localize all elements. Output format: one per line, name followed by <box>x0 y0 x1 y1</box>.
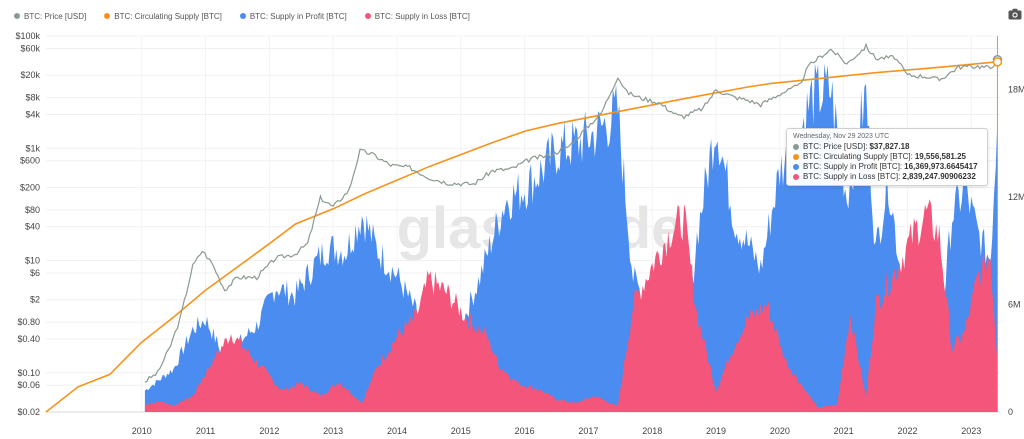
tooltip-row-supply: BTC: Circulating Supply [BTC]: 19,556,581… <box>793 152 981 162</box>
right-axis: 18M 12M 6M 0 <box>1008 85 1024 417</box>
left-tick-20k: $20k <box>20 70 40 80</box>
x-tick-2018: 2018 <box>642 426 662 436</box>
x-axis: 2010 2011 2012 2013 2014 2015 2016 2017 2018 2019… <box>132 426 982 436</box>
left-tick-0-02: $0.02 <box>17 407 40 417</box>
tooltip-dot-price <box>793 144 799 150</box>
supply-in-loss-area <box>144 199 998 412</box>
right-tick-18m: 18M <box>1008 85 1024 95</box>
legend-dot-profit <box>239 13 246 19</box>
line-series-group <box>45 42 998 413</box>
left-tick-60k: $60k <box>20 43 40 53</box>
legend-dot-loss <box>364 13 371 19</box>
left-tick-80: $80 <box>25 205 40 215</box>
tooltip-value-price: $37,827.18 <box>869 142 910 151</box>
x-tick-2012: 2012 <box>259 426 279 436</box>
tooltip-label-supply: BTC: Circulating Supply [BTC]: <box>803 152 913 161</box>
left-tick-10: $10 <box>25 256 40 266</box>
legend-label-price: BTC: Price [USD] <box>24 11 87 21</box>
tooltip-value-profit: 16,369,973.6645417 <box>904 162 978 171</box>
tooltip-label-profit: BTC: Supply in Profit [BTC]: <box>803 162 903 171</box>
hover-cursor <box>992 36 1003 412</box>
x-tick-2021: 2021 <box>834 426 854 436</box>
tooltip-date: Wednesday, Nov 29 2023 UTC <box>793 133 890 140</box>
left-tick-2: $2 <box>30 295 40 305</box>
legend-label-supply: BTC: Circulating Supply [BTC] <box>114 11 222 21</box>
cursor-point-supply <box>992 57 1003 67</box>
legend-item-price[interactable]: BTC: Price [USD] <box>14 12 86 21</box>
left-tick-1k: $1k <box>25 143 40 153</box>
x-tick-2017: 2017 <box>578 426 598 436</box>
tooltip-dot-supply <box>793 154 799 160</box>
left-tick-0-06: $0.06 <box>17 380 40 390</box>
tooltip-row-price: BTC: Price [USD]: $37,827.18 <box>793 142 981 152</box>
left-axis: $100k $60k $20k $8k $4k $1k $600 $200 $80 $40 $10 $… <box>15 31 40 417</box>
left-tick-8k: $8k <box>25 93 40 103</box>
right-tick-0: 0 <box>1008 407 1013 417</box>
left-tick-0-10: $0.10 <box>17 368 40 378</box>
left-tick-0-80: $0.80 <box>17 317 40 327</box>
x-tick-2011: 2011 <box>196 426 215 436</box>
legend-label-profit: BTC: Supply in Profit [BTC] <box>249 11 347 21</box>
hover-tooltip: Wednesday, Nov 29 2023 UTC BTC: Price [U… <box>786 128 988 186</box>
legend-item-loss[interactable]: BTC: Supply in Loss [BTC] <box>364 11 470 21</box>
tooltip-dot-loss <box>793 174 799 180</box>
tooltip-label-price: BTC: Price [USD]: <box>803 142 868 151</box>
supply-in-profit-area <box>144 63 998 413</box>
left-tick-0-40: $0.40 <box>17 334 40 344</box>
chart-legend: BTC: Price [USD] BTC: Circulating Supply… <box>14 8 470 24</box>
left-tick-4k: $4k <box>25 109 40 119</box>
left-tick-40: $40 <box>25 222 40 232</box>
x-tick-2014: 2014 <box>387 426 407 436</box>
legend-item-supply[interactable]: BTC: Circulating Supply [BTC] <box>104 12 222 21</box>
tooltip-value-supply: 19,556,581.25 <box>914 152 966 161</box>
right-tick-12m: 12M <box>1008 192 1024 202</box>
right-tick-6m: 6M <box>1008 300 1021 310</box>
left-tick-6: $6 <box>30 268 40 278</box>
price-line <box>144 42 998 383</box>
circulating-supply-line <box>45 61 998 413</box>
x-tick-2023: 2023 <box>961 426 981 436</box>
x-tick-2010: 2010 <box>132 426 152 436</box>
area-series-group <box>144 63 998 413</box>
camera-icon[interactable] <box>1008 8 1022 20</box>
tooltip-dot-profit <box>793 164 799 170</box>
tooltip-label-loss: BTC: Supply in Loss [BTC]: <box>803 172 901 181</box>
legend-item-profit[interactable]: BTC: Supply in Profit [BTC] <box>239 11 347 21</box>
x-tick-2016: 2016 <box>515 426 535 436</box>
x-tick-2020: 2020 <box>770 426 790 436</box>
x-tick-2015: 2015 <box>451 426 471 436</box>
legend-dot-price <box>14 13 20 19</box>
legend-dot-supply <box>104 13 111 19</box>
left-tick-200: $200 <box>20 182 40 192</box>
x-tick-2013: 2013 <box>323 426 343 436</box>
legend-label-loss: BTC: Supply in Loss [BTC] <box>374 11 470 21</box>
tooltip-value-loss: 2,839,247.90906232 <box>902 172 976 181</box>
tooltip-row-loss: BTC: Supply in Loss [BTC]: 2,839,247.9090… <box>793 172 981 182</box>
tooltip-row-profit: BTC: Supply in Profit [BTC]: 16,369,973.6… <box>793 162 981 172</box>
left-tick-100k: $100k <box>15 31 40 41</box>
x-tick-2019: 2019 <box>706 426 726 436</box>
x-tick-2022: 2022 <box>897 426 917 436</box>
left-tick-600: $600 <box>20 156 40 166</box>
